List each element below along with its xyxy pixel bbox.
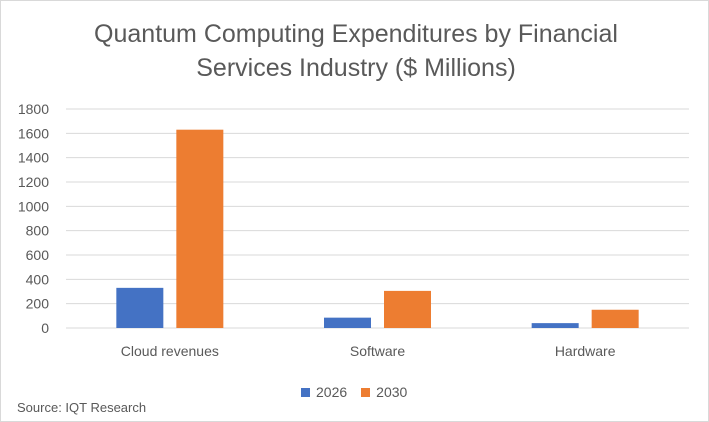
legend-item-2030: 2030 <box>361 384 407 400</box>
y-tick-label: 1200 <box>18 174 49 190</box>
y-tick-label: 1400 <box>18 150 49 166</box>
x-tick-label: Software <box>350 343 405 359</box>
bar-2026-software <box>324 317 371 328</box>
y-tick-label: 1000 <box>18 198 49 214</box>
y-tick-label: 600 <box>26 247 50 263</box>
chart-title-line-1: Quantum Computing Expenditures by Financ… <box>94 20 618 48</box>
y-tick-label: 200 <box>26 296 50 312</box>
chart-title-line-2: Services Industry ($ Millions) <box>196 54 516 82</box>
x-tick-label: Cloud revenues <box>121 343 219 359</box>
bars <box>116 129 639 328</box>
chart-title: Quantum Computing Expenditures by Financ… <box>41 17 671 85</box>
bar-2026-hardware <box>531 323 579 328</box>
gridlines <box>66 108 689 329</box>
legend-swatch-2030 <box>361 387 371 397</box>
y-tick-label: 1800 <box>18 101 49 117</box>
x-axis-tick-labels: Cloud revenues Software Hardware <box>121 343 616 359</box>
y-tick-label: 0 <box>41 320 49 336</box>
legend-label-2030: 2030 <box>376 384 408 400</box>
legend-item-2026: 2026 <box>301 384 347 400</box>
bar-2030-software <box>384 290 431 328</box>
legend: 2026 2030 <box>301 382 421 402</box>
bar-2026-cloud-revenues <box>116 287 164 328</box>
legend-swatch-2026 <box>301 387 310 397</box>
y-axis-tick-labels: 0 200 400 600 800 1000 1200 1400 1600 1800 <box>18 101 49 336</box>
x-tick-label: Hardware <box>555 343 616 359</box>
bar-2030-cloud-revenues <box>176 129 224 328</box>
y-tick-label: 400 <box>26 271 50 287</box>
y-tick-label: 1600 <box>18 125 49 141</box>
y-tick-label: 800 <box>26 223 50 239</box>
bar-2030-hardware <box>591 309 639 328</box>
source-note: Source: IQT Research <box>17 400 147 415</box>
legend-label-2026: 2026 <box>316 384 348 400</box>
